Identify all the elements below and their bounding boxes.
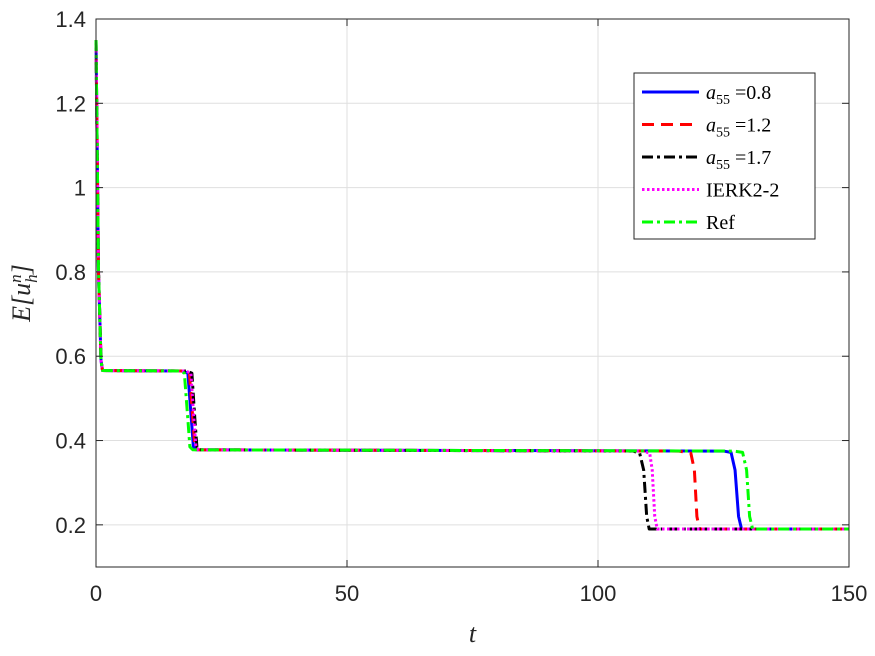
y-tick-label: 1.4: [55, 7, 86, 32]
legend-value: =0.8: [730, 82, 771, 104]
legend-label-2: a55 =1.2: [706, 115, 771, 141]
plot-area-frame: [95, 18, 850, 568]
series-line-4: [94, 40, 849, 531]
x-tick-label: 0: [90, 581, 102, 606]
legend-subscript: 55: [716, 93, 730, 108]
y-axis-label-subscript: h: [22, 274, 41, 283]
y-axis-label-main: E[u: [7, 283, 36, 323]
legend-symbol: a: [706, 115, 716, 137]
legend-symbol: a: [706, 82, 716, 104]
legend-value: =1.7: [730, 147, 771, 169]
legend-label-3: a55 =1.7: [706, 147, 771, 173]
x-axis-label: t: [469, 619, 477, 648]
y-tick-label: 1.2: [55, 91, 86, 116]
y-axis-label-close: ]: [7, 264, 36, 275]
y-tick-label: 0.8: [55, 260, 86, 285]
x-tick-label: 100: [580, 581, 617, 606]
legend-subscript: 55: [716, 126, 730, 141]
legend-label-5: Ref: [706, 212, 735, 234]
y-axis-label-superscript: n: [6, 274, 25, 283]
legend-subscript: 55: [716, 158, 730, 173]
legend-label-1: a55 =0.8: [706, 82, 771, 108]
legend-label-4: IERK2-2: [706, 180, 779, 202]
y-tick-label: 0.6: [55, 344, 86, 369]
y-tick-label: 0.2: [55, 513, 86, 538]
legend-symbol: a: [706, 147, 716, 169]
y-tick-label: 0.4: [55, 429, 86, 454]
x-tick-label: 150: [831, 581, 868, 606]
y-tick-label: 1: [74, 176, 86, 201]
series-lines: [94, 40, 849, 531]
axis-ticks: 0 50 100 150 0.2 0.4 0.6 0.8 1 1.2 1.4: [55, 7, 867, 606]
legend-value: =1.2: [730, 115, 771, 137]
y-axis-label: E[unh]: [6, 264, 41, 323]
series-line-5: [94, 40, 849, 531]
x-tick-label: 50: [335, 581, 359, 606]
